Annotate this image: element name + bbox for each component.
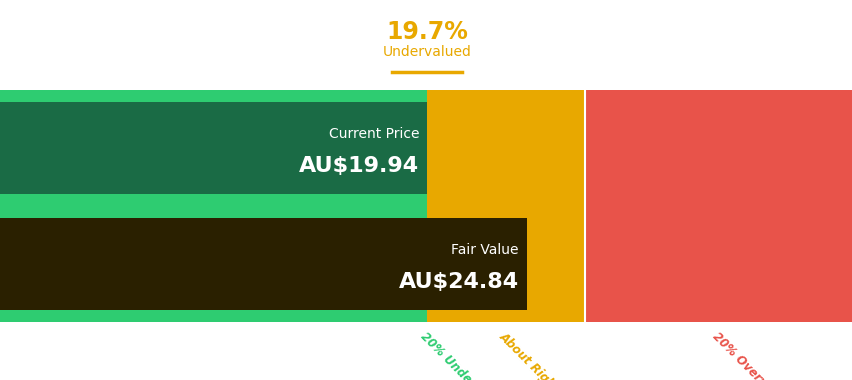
Bar	[0, 90, 427, 102]
Text: Fair Value: Fair Value	[451, 243, 518, 257]
Bar	[0, 218, 527, 310]
Bar	[0, 206, 427, 218]
Text: About Right: About Right	[497, 330, 561, 380]
Bar	[0, 90, 427, 322]
Bar	[0, 310, 427, 322]
Bar	[0, 194, 427, 206]
Text: 20% Undervalued: 20% Undervalued	[417, 330, 509, 380]
Text: Undervalued: Undervalued	[383, 45, 471, 59]
Text: AU$24.84: AU$24.84	[398, 272, 518, 292]
Bar	[584, 90, 852, 322]
Text: AU$19.94: AU$19.94	[299, 156, 419, 176]
Bar	[427, 90, 584, 322]
Text: Current Price: Current Price	[329, 127, 419, 141]
Text: 20% Overvalued: 20% Overvalued	[709, 330, 794, 380]
Bar	[0, 102, 427, 194]
Text: 19.7%: 19.7%	[386, 20, 468, 44]
